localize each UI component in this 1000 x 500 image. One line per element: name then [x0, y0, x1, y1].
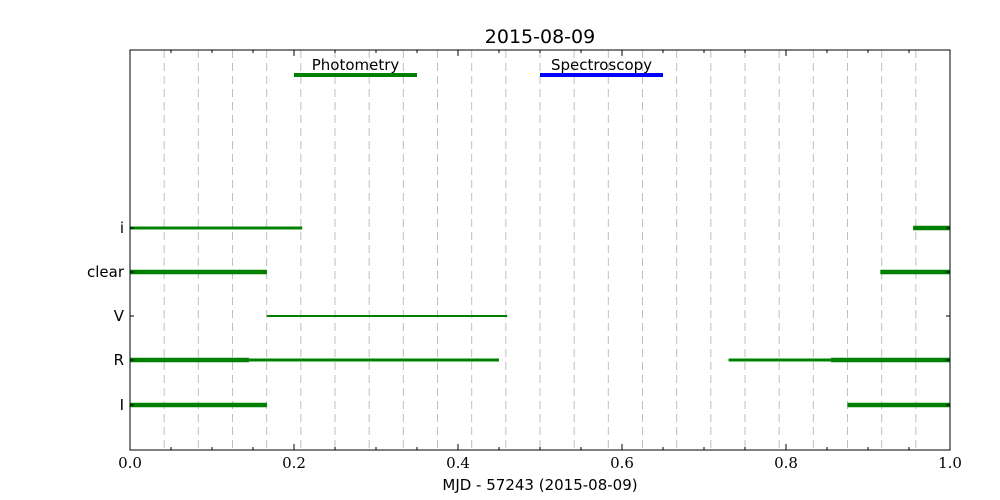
y-tick-label: I	[120, 396, 124, 414]
y-tick-label: V	[114, 307, 125, 325]
plot-frame	[129, 49, 951, 451]
x-tick-label: 0.6	[610, 454, 634, 472]
x-tick-label: 0.0	[118, 454, 142, 472]
legend: Photometry Spectroscopy	[294, 56, 663, 77]
chart-title: 2015-08-09	[485, 26, 595, 48]
x-axis-ticks: 0.0 0.2 0.4 0.6 0.8 1.0	[118, 50, 962, 472]
y-tick-label: i	[120, 219, 124, 237]
x-tick-label: 0.2	[282, 454, 306, 472]
x-tick-label: 0.4	[446, 454, 470, 472]
x-axis-label: MJD - 57243 (2015-08-09)	[442, 476, 637, 494]
y-tick-label: clear	[87, 263, 125, 281]
grid-lines	[163, 50, 917, 450]
observation-segments	[130, 225, 950, 408]
y-axis-categories: i clear V R I	[87, 219, 950, 414]
y-tick-label: R	[114, 351, 124, 369]
legend-label-spectroscopy: Spectroscopy	[551, 56, 652, 74]
x-tick-label: 1.0	[938, 454, 962, 472]
legend-label-photometry: Photometry	[312, 56, 400, 74]
x-tick-label: 0.8	[774, 454, 798, 472]
